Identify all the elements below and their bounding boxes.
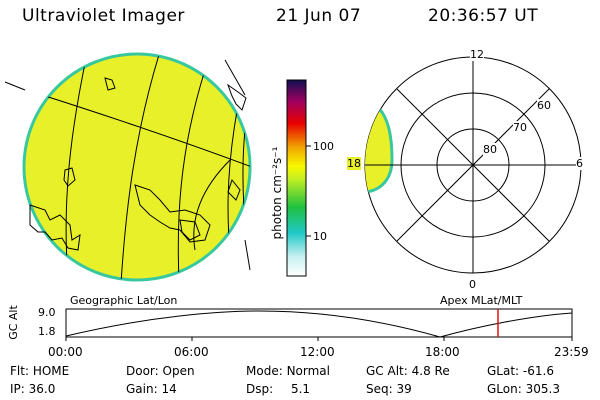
longitude-line: [177, 69, 206, 280]
colorbar-tick-100: 100: [313, 140, 334, 153]
status-key: Seq:: [366, 382, 393, 396]
instrument-title: Ultraviolet Imager: [22, 6, 185, 26]
coastline: [179, 219, 201, 241]
grid-overflow: [224, 59, 246, 96]
altitude-frame: [65, 308, 573, 338]
coastline: [104, 77, 116, 91]
longitude-line: [119, 54, 163, 280]
date-label: 21 Jun 07: [276, 6, 362, 26]
x-tick-2359: 23:59: [554, 345, 589, 359]
status-glon: GLon: 305.3: [487, 382, 560, 396]
status-key: GLat:: [487, 364, 520, 378]
coastline: [227, 178, 241, 201]
status-value: 14: [161, 382, 177, 396]
status-door: Door: Open: [126, 364, 195, 378]
status-seq: Seq: 39: [366, 382, 412, 396]
status-value: 305.3: [525, 382, 560, 396]
mlt-6-label: 6: [576, 157, 583, 170]
status-key: Gain:: [126, 382, 158, 396]
status-key: IP:: [10, 382, 25, 396]
status-value: -61.6: [522, 364, 554, 378]
mlt-0-label: 0: [469, 278, 476, 291]
status-value: Open: [162, 364, 195, 378]
altitude-ymin: 1.8: [38, 325, 56, 338]
grid-overflow: [4, 81, 26, 91]
earth-disk: [4, 52, 252, 282]
lat-60-label: 60: [537, 99, 551, 112]
coastline: [63, 167, 76, 187]
coastline: [226, 83, 247, 111]
altitude-curve: [65, 310, 573, 338]
x-tick-1800: 18:00: [425, 345, 460, 359]
status-value: 39: [396, 382, 412, 396]
latitude-line: [193, 159, 231, 251]
x-tick-0600: 06:00: [174, 345, 209, 359]
status-gain: Gain: 14: [126, 382, 177, 396]
earth-limb: [22, 52, 252, 282]
geographic-panel-label: Geographic Lat/Lon: [70, 294, 178, 307]
status-key: Dsp:: [246, 382, 274, 396]
status-ip: IP: 36.0: [10, 382, 55, 396]
colorbar-tick-10: 10: [313, 230, 327, 243]
status-key: Mode:: [246, 364, 283, 378]
lat-70-label: 70: [513, 121, 527, 134]
color-bar: [286, 79, 311, 277]
status-dsp: Dsp: 5.1: [246, 382, 310, 396]
lat-80-label: 80: [483, 143, 497, 156]
coastline: [134, 184, 211, 243]
status-value: 4.8 Re: [411, 364, 450, 378]
status-key: Door:: [126, 364, 159, 378]
colorbar-unit-label: photon cm⁻²s⁻¹: [270, 146, 284, 240]
altitude-ymax: 9.0: [38, 306, 56, 319]
mlt-12-label: 12: [470, 48, 484, 61]
status-key: GLon:: [487, 382, 522, 396]
status-glat: GLat: -61.6: [487, 364, 554, 378]
altitude-ylabel: GC Alt: [6, 305, 20, 340]
coastline: [29, 204, 81, 251]
status-mode: Mode: Normal: [246, 364, 330, 378]
status-value: 5.1: [290, 382, 311, 396]
polar-axis-diag2: [396, 88, 550, 242]
status-key: GC Alt:: [366, 364, 408, 378]
grid-overflow: [244, 239, 251, 271]
status-key: Flt:: [10, 364, 29, 378]
status-value: HOME: [32, 364, 70, 378]
altitude-plot: [65, 308, 573, 341]
status-value: 36.0: [28, 382, 56, 396]
apex-panel-label: Apex MLat/MLT: [440, 294, 523, 307]
mlt-18-label: 18: [347, 157, 361, 170]
status-value: Normal: [286, 364, 330, 378]
polar-plot: [364, 56, 582, 274]
x-tick-1200: 12:00: [300, 345, 335, 359]
status-gc-alt: GC Alt: 4.8 Re: [366, 364, 450, 378]
time-label: 20:36:57 UT: [428, 6, 539, 26]
status-flt: Flt: HOME: [10, 364, 69, 378]
x-tick-0000: 00:00: [48, 345, 83, 359]
